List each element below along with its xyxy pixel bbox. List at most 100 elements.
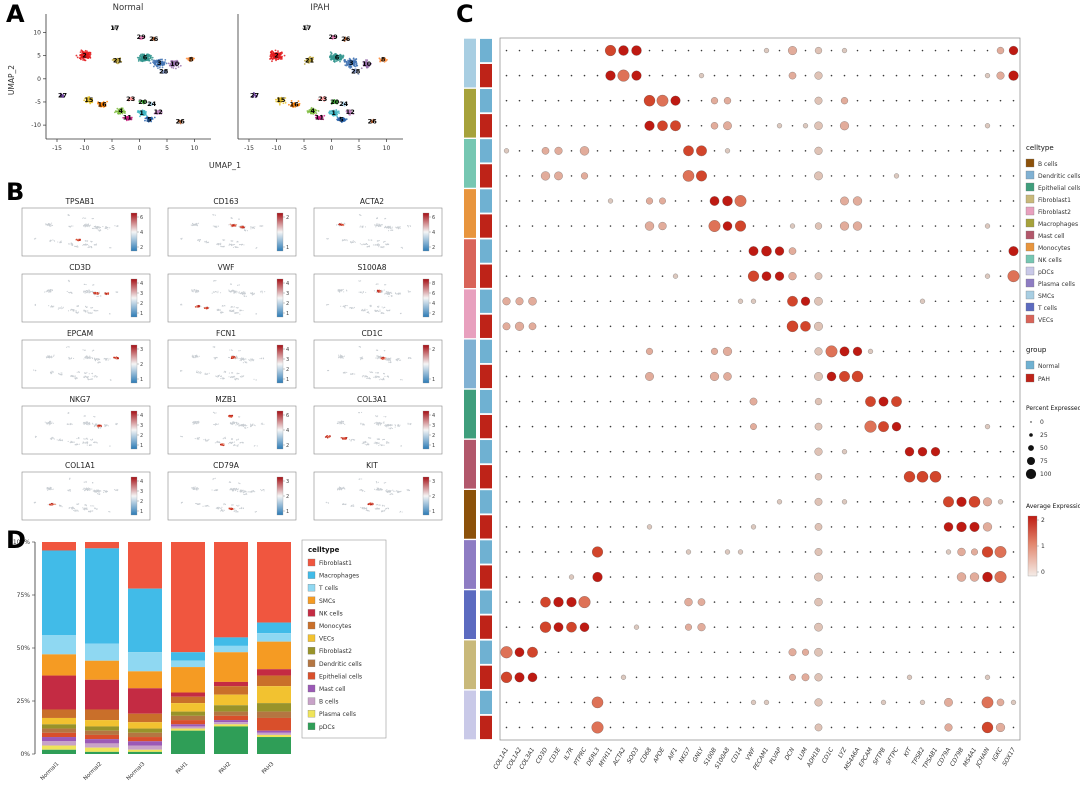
legend-item-label: Monocytes [319,623,351,630]
colorbar-tick: 1 [140,509,143,515]
bar-segment [85,542,119,549]
panel-featureplots: B TPSAB1 6 4 2 CD163 2 1 ACTA2 6 4 2 CD3D 4 3 2 1 VWF 4 3 2… [0,178,450,526]
cluster-label: 3 [349,59,354,67]
colorbar-tick: 4 [286,281,289,287]
legend-item-label: VECs [319,636,334,643]
group-annotation [480,164,492,188]
panel-a-label: A [6,0,25,28]
bar-segment [85,751,119,754]
umap-cluster-points [303,56,315,65]
umap-cluster-points [370,118,375,124]
colorbar-tick: 3 [432,479,435,485]
bar-segment [42,728,76,733]
cluster-label: 24 [339,100,349,108]
bar-segment [171,711,205,716]
colorbar-tick: 1 [286,245,289,251]
umap-cluster-points [83,95,94,105]
feature-colorbar [276,278,284,318]
gene-label: APOE [652,746,667,765]
cluster-label: 28 [351,67,361,75]
group-annotation [480,339,492,364]
legend-item-label: Fibroblast2 [319,648,352,655]
legend-item-label: NK cells [1038,257,1062,264]
umap-cluster-points [288,100,301,108]
umap-cluster-points [97,100,109,108]
cluster-label: 15 [276,96,286,104]
legend-swatch [307,647,316,655]
umap-cluster-points [336,116,348,123]
y-axis-tick: 75% [17,592,31,599]
legend-item-label: SMCs [1038,293,1054,300]
legend-swatch [1025,360,1035,370]
group-annotation [480,715,492,740]
gene-label: AIF1 [666,747,679,763]
colorbar-tick: 4 [140,281,143,287]
cluster-label: 21 [113,56,123,64]
svg-text:5: 5 [357,145,361,152]
gene-label: CD68 [639,746,653,764]
colorbar-tick: 3 [286,291,289,297]
feature-title: MZB1 [215,395,237,404]
cluster-label: 23 [318,95,327,103]
bar-segment [171,652,205,661]
svg-text:5: 5 [165,145,169,152]
feature-colorbar [130,410,138,450]
colorbar-tick: 2 [286,215,289,221]
umap-cluster-points [167,59,182,70]
legend-swatch [307,722,316,730]
y-axis-tick: 100% [13,539,30,546]
umap-cluster-points [59,92,65,99]
bar-segment [214,711,248,716]
bar-label: Normal2 [83,761,104,782]
feature-colorbar [130,212,138,252]
cluster-label: 1 [139,109,144,117]
bar-segment [128,652,162,672]
bar-segment [42,732,76,738]
umap-cluster-points [329,51,346,63]
bar-segment [171,720,205,725]
cluster-label: 17 [110,24,119,32]
bar-segment [214,724,248,727]
bar-segment [214,645,248,653]
bar-segment [214,681,248,687]
colorbar-tick: 1 [140,311,143,317]
legend-swatch [1025,158,1035,168]
feature-plot-NKG7: NKG7 4 3 2 1 [21,395,151,455]
celltype-annotation [464,138,476,188]
feature-colorbar [130,476,138,516]
avg-expression-legend-title: Average Expression [1026,503,1080,510]
feature-plot-TPSAB1: TPSAB1 6 4 2 [21,197,151,257]
legend-swatch [1025,254,1035,264]
gene-label: EPCAM [858,746,875,768]
colorbar-tick: 2 [432,245,435,251]
feature-title: COL1A1 [65,461,95,470]
cluster-label: 6 [143,54,148,62]
colorbar-tick: 3 [140,489,143,495]
legend-item-label: Epithelial cells [1038,185,1080,192]
gene-label: PLVAP [768,746,783,765]
stacked-bar-PAH3 [257,542,291,754]
bar-segment [214,715,248,721]
legend-swatch [307,558,316,567]
bar-segment [85,739,119,744]
gene-label: CD3E [548,746,562,764]
svg-text:0: 0 [37,76,41,83]
colorbar-tick: 1 [432,509,435,515]
legend-swatch [307,710,316,718]
celltype-annotation [464,289,476,339]
bar-label: Normal3 [126,761,147,782]
cluster-label: 20 [330,98,340,106]
legend-item-label: B cells [319,699,338,706]
legend-swatch [307,659,316,667]
umap-cluster-points [251,91,258,99]
bar-segment [128,713,162,723]
bar-segment [85,548,119,644]
cluster-label: 8 [381,55,386,63]
feature-title: COL3A1 [357,395,387,404]
percent-legend-title: Percent Expressed [1026,405,1080,412]
group-annotation [480,414,492,439]
bar-segment [257,732,291,735]
cluster-label: 26 [368,117,378,125]
feature-colorbar [276,476,284,516]
group-annotation [480,590,492,614]
